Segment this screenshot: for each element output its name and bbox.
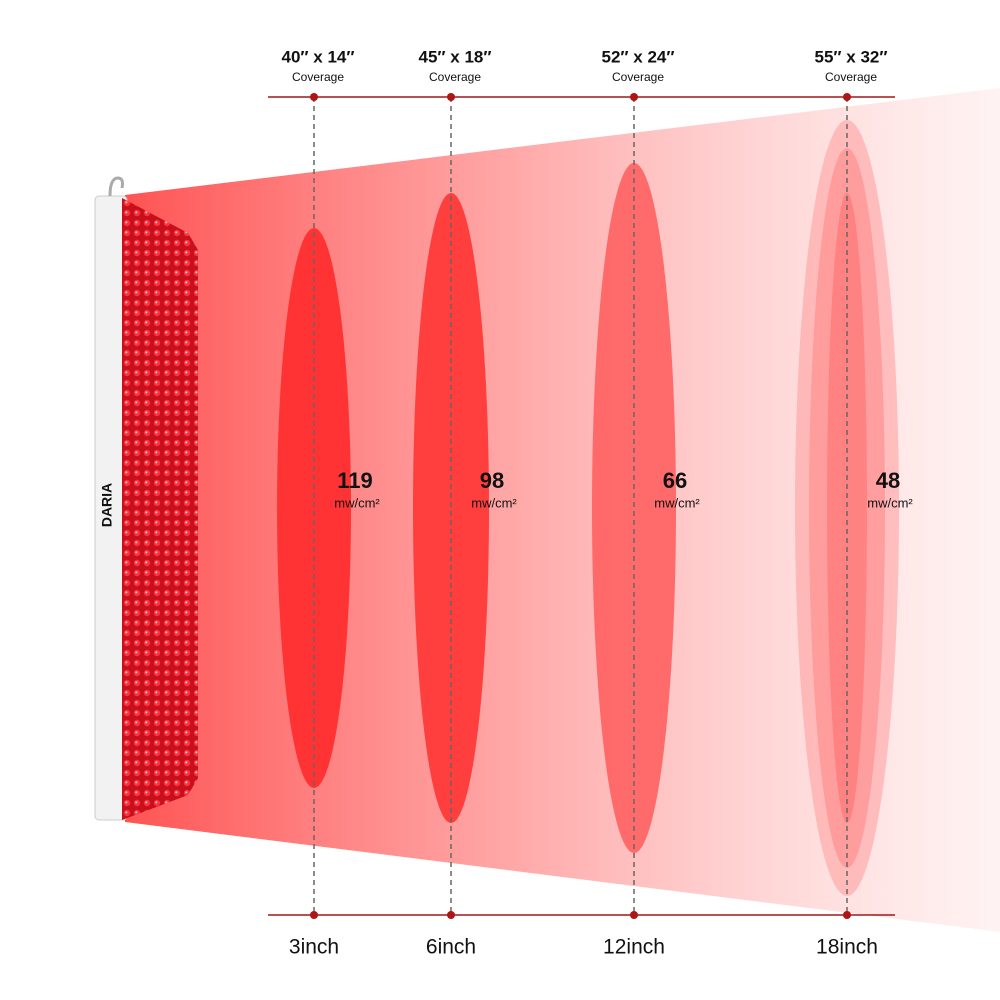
guide-dot [630,93,638,101]
guide-dot [447,911,455,919]
distance-label: 12inch [603,936,665,959]
brand: DARIA [99,483,115,527]
light-spot [277,228,351,788]
coverage-label: Coverage [292,70,344,84]
guide-dot [843,93,851,101]
irradiance-value: 119 [337,468,373,493]
irradiance-unit: mw/cm² [471,495,517,510]
led-panel [122,198,198,820]
guide-dot [630,911,638,919]
light-beam [125,88,1000,932]
coverage-size: 45″ x 18″ [418,47,491,66]
coverage-size: 40″ x 14″ [281,47,354,66]
guide-dot [310,911,318,919]
coverage-size: 55″ x 32″ [814,47,887,66]
irradiance-unit: mw/cm² [654,495,700,510]
irradiance-unit: mw/cm² [334,495,380,510]
irradiance-value: 48 [876,468,900,493]
irradiance-unit: mw/cm² [867,495,913,510]
coverage-label: Coverage [612,70,664,84]
guide-dot [310,93,318,101]
coverage-label: Coverage [825,70,877,84]
light-spot [592,163,676,853]
coverage-label: Coverage [429,70,481,84]
distance-label: 3inch [289,936,339,959]
distance-label: 18inch [816,936,878,959]
light-spot [413,193,489,823]
irradiance-value: 98 [480,468,504,493]
guide-dot [447,93,455,101]
hanger [108,176,124,197]
light-spot [827,193,867,823]
coverage-size: 52″ x 24″ [601,47,674,66]
irradiance-value: 66 [663,468,687,493]
guide-dot [843,911,851,919]
distance-label: 6inch [426,936,476,959]
